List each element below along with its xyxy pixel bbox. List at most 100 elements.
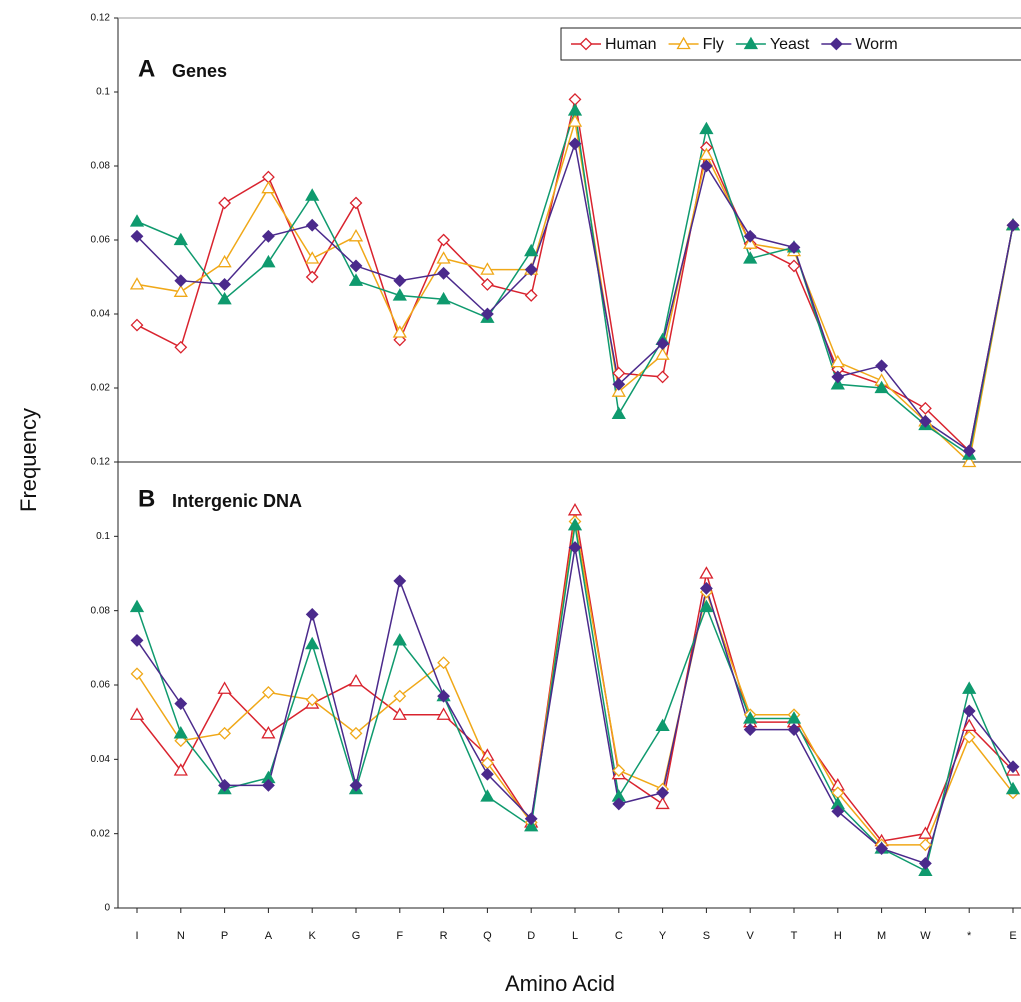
data-point bbox=[743, 251, 758, 264]
data-point bbox=[656, 786, 670, 800]
data-point bbox=[305, 251, 320, 264]
data-point bbox=[962, 730, 976, 744]
data-point bbox=[655, 796, 670, 810]
data-point bbox=[655, 347, 670, 360]
legend-marker bbox=[579, 37, 593, 51]
data-point bbox=[261, 778, 275, 792]
data-point bbox=[1005, 781, 1021, 795]
data-point bbox=[918, 856, 932, 870]
data-point bbox=[349, 196, 363, 210]
data-point bbox=[787, 259, 801, 273]
series-line bbox=[136, 110, 1014, 456]
data-point bbox=[699, 159, 713, 173]
legend-box bbox=[560, 27, 1021, 61]
data-point bbox=[962, 718, 977, 732]
data-point bbox=[436, 251, 451, 264]
data-point bbox=[174, 340, 188, 354]
x-tick-label: * bbox=[967, 930, 972, 942]
data-point bbox=[392, 707, 407, 720]
data-point bbox=[173, 763, 188, 776]
x-tick-label: N bbox=[177, 930, 185, 942]
data-point bbox=[261, 254, 276, 268]
data-point bbox=[831, 804, 845, 818]
data-point bbox=[174, 274, 188, 288]
data-point bbox=[305, 188, 320, 201]
data-point bbox=[480, 262, 495, 275]
x-tick-label: L bbox=[572, 930, 578, 942]
data-point bbox=[918, 838, 932, 852]
data-point bbox=[524, 812, 538, 826]
data-point bbox=[480, 767, 494, 781]
y-tick-label: 0.08 bbox=[91, 161, 111, 172]
data-point bbox=[612, 797, 626, 811]
data-point bbox=[918, 401, 932, 415]
data-point bbox=[437, 233, 451, 247]
x-tick-label: S bbox=[703, 930, 710, 942]
data-point bbox=[699, 599, 714, 613]
data-point bbox=[129, 599, 145, 613]
panel-letter: B bbox=[138, 485, 155, 512]
legend: Human Fly Yeast Worm bbox=[560, 27, 1021, 61]
series-line bbox=[136, 521, 1014, 846]
data-point bbox=[743, 236, 758, 249]
x-axis-label: Amino Acid bbox=[505, 971, 615, 996]
series-line bbox=[136, 547, 1014, 865]
data-point bbox=[699, 566, 714, 579]
x-tick-label: H bbox=[834, 930, 842, 942]
data-point bbox=[480, 789, 495, 802]
data-point bbox=[524, 289, 538, 302]
data-point bbox=[349, 778, 363, 792]
data-point bbox=[173, 726, 188, 739]
data-point bbox=[392, 325, 407, 338]
data-point bbox=[261, 726, 276, 739]
data-point bbox=[130, 318, 144, 332]
data-point bbox=[393, 574, 407, 588]
data-point bbox=[743, 711, 758, 724]
data-point bbox=[656, 370, 670, 384]
y-tick-label: 0 bbox=[104, 903, 110, 914]
panel-title: Genes bbox=[172, 61, 227, 81]
legend-label: Fly bbox=[703, 36, 724, 53]
data-point bbox=[699, 147, 714, 161]
data-point bbox=[612, 764, 626, 777]
legend-label: Worm bbox=[855, 36, 897, 53]
data-point bbox=[480, 307, 494, 321]
data-point bbox=[348, 273, 364, 286]
x-tick-label: D bbox=[527, 930, 535, 942]
data-point bbox=[174, 697, 188, 711]
data-point bbox=[699, 121, 714, 135]
legend-label: Human bbox=[605, 36, 657, 53]
data-point bbox=[130, 667, 144, 681]
data-point bbox=[918, 414, 932, 428]
y-tick-label: 0.1 bbox=[96, 87, 110, 98]
x-tick-label: M bbox=[877, 930, 886, 942]
data-point bbox=[305, 693, 319, 707]
data-point bbox=[261, 180, 276, 194]
data-point bbox=[655, 718, 670, 732]
legend-marker bbox=[676, 36, 691, 50]
data-point bbox=[218, 778, 232, 792]
data-point bbox=[699, 581, 713, 595]
x-tick-label: E bbox=[1009, 930, 1016, 942]
x-tick-label: P bbox=[221, 930, 228, 942]
data-point bbox=[612, 377, 626, 391]
data-point bbox=[786, 711, 802, 724]
series-line bbox=[136, 99, 1014, 453]
data-point bbox=[305, 218, 319, 232]
x-tick-label: I bbox=[135, 930, 138, 942]
data-point bbox=[305, 270, 319, 284]
data-point bbox=[611, 406, 626, 420]
panel-letter: A bbox=[138, 55, 155, 82]
data-point bbox=[568, 541, 582, 554]
data-point bbox=[611, 384, 626, 397]
x-tick-label: G bbox=[352, 930, 361, 942]
x-tick-label: W bbox=[920, 930, 931, 942]
data-point bbox=[436, 291, 451, 305]
data-point bbox=[831, 370, 845, 384]
data-point bbox=[567, 517, 583, 531]
data-point bbox=[656, 337, 670, 351]
data-point bbox=[129, 277, 145, 290]
data-point bbox=[437, 656, 451, 670]
x-tick-label: F bbox=[396, 930, 403, 942]
data-point bbox=[875, 359, 889, 373]
